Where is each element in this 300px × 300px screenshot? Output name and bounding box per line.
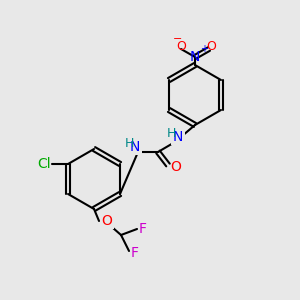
Text: N: N [173,130,183,144]
Text: Cl: Cl [37,157,51,171]
Text: F: F [131,246,139,260]
Text: F: F [139,222,147,236]
Text: H: H [125,137,134,150]
Text: N: N [190,50,200,64]
Text: N: N [130,140,140,154]
Text: −: − [173,34,182,44]
Text: O: O [102,214,112,228]
Text: +: + [200,44,208,54]
Text: O: O [206,40,216,52]
Text: H: H [167,127,176,140]
Text: O: O [176,40,186,52]
Text: O: O [171,160,182,174]
